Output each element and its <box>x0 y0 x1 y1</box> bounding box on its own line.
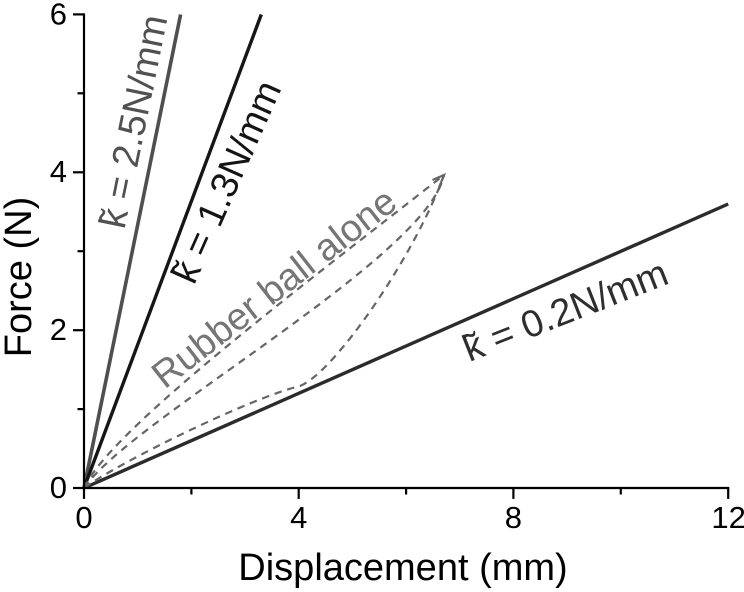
svg-text:0: 0 <box>50 470 67 505</box>
svg-text:8: 8 <box>505 500 522 535</box>
svg-text:6: 6 <box>50 0 67 31</box>
svg-text:0: 0 <box>75 500 92 535</box>
svg-text:4: 4 <box>290 500 307 535</box>
svg-text:2: 2 <box>50 312 67 347</box>
svg-text:12: 12 <box>711 500 744 535</box>
svg-text:Force (N): Force (N) <box>0 197 40 357</box>
svg-text:4: 4 <box>50 154 67 189</box>
svg-text:Displacement (mm): Displacement (mm) <box>238 547 567 589</box>
